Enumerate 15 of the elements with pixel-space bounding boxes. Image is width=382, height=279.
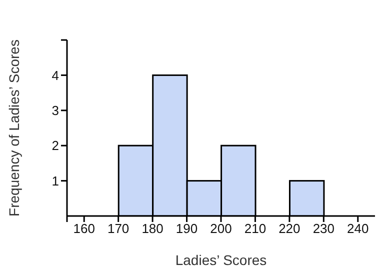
x-tick-label: 220 — [278, 221, 300, 236]
y-axis-title: Frequency of Ladies’ Scores — [6, 40, 22, 216]
x-tick-label: 230 — [312, 221, 335, 236]
x-tick-label: 210 — [244, 221, 266, 236]
x-tick-label: 180 — [142, 221, 164, 236]
y-tick-label: 3 — [52, 103, 59, 118]
y-tick-label: 1 — [52, 173, 59, 188]
x-tick-label: 240 — [347, 221, 369, 236]
y-tick-label: 4 — [52, 68, 59, 83]
x-tick-label: 200 — [210, 221, 232, 236]
x-tick-label: 190 — [176, 221, 198, 236]
x-tick-label: 160 — [73, 221, 95, 236]
x-tick-label: 170 — [107, 221, 130, 236]
x-axis-title: Ladies’ Scores — [175, 252, 267, 268]
y-tick-label: 2 — [52, 138, 59, 154]
